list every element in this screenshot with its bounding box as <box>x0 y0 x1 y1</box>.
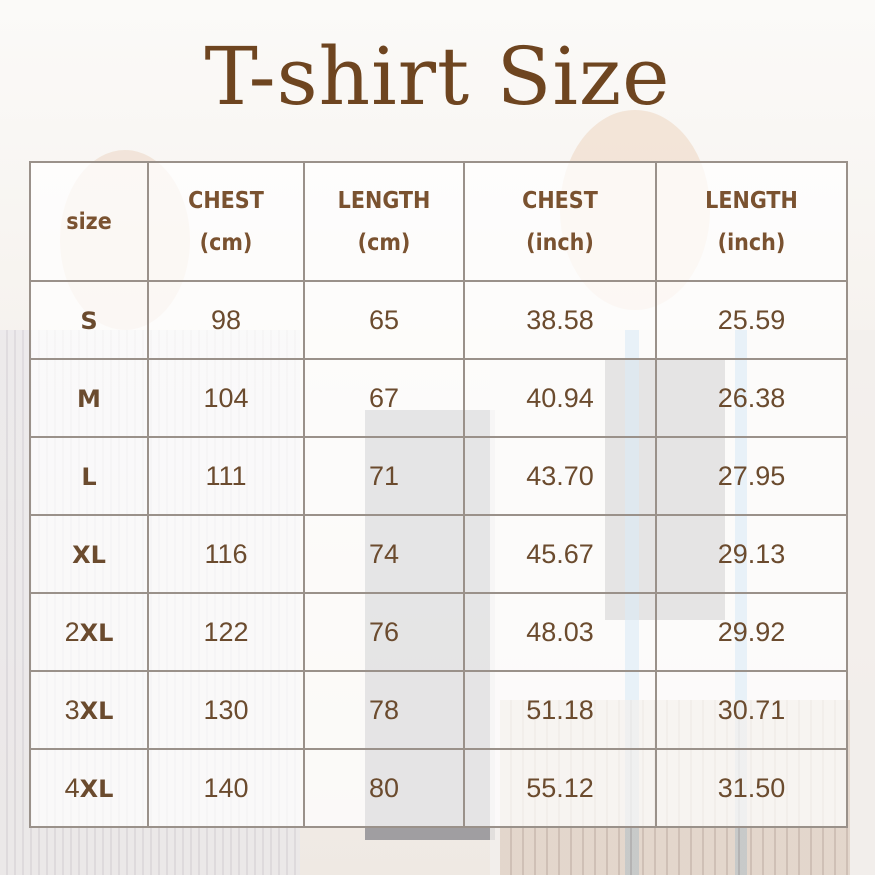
size-cell: L <box>29 436 149 516</box>
chest-cm-cell: 98 <box>147 280 305 360</box>
chest-cm-cell: 111 <box>147 436 305 516</box>
length-cm-cell: 67 <box>303 358 465 438</box>
table-row: M 104 67 40.94 26.38 <box>29 358 848 438</box>
chest-cm-cell: 140 <box>147 748 305 828</box>
chest-in-cell: 38.58 <box>463 280 657 360</box>
length-cm-cell: 76 <box>303 592 465 672</box>
size-label: L <box>81 462 97 491</box>
size-label: XL <box>72 540 106 569</box>
length-in-cell: 29.13 <box>655 514 848 594</box>
chest-in-cell: 43.70 <box>463 436 657 516</box>
header-line1: CHEST <box>188 187 264 214</box>
size-label: XL <box>79 696 114 725</box>
size-cell: S <box>29 280 149 360</box>
column-header: CHEST (inch) <box>463 161 657 282</box>
header-unit: (cm) <box>357 229 411 256</box>
size-cell: M <box>29 358 149 438</box>
length-cm-cell: 80 <box>303 748 465 828</box>
chest-cm-cell: 130 <box>147 670 305 750</box>
table-row: S 98 65 38.58 25.59 <box>29 280 848 360</box>
table-row: XL 116 74 45.67 29.13 <box>29 514 848 594</box>
size-number: 2 <box>64 616 80 647</box>
header-unit: (cm) <box>199 229 253 256</box>
size-label: M <box>77 384 101 413</box>
chest-in-cell: 40.94 <box>463 358 657 438</box>
size-label: S <box>80 306 98 335</box>
length-cm-cell: 74 <box>303 514 465 594</box>
table-row: 2XL 122 76 48.03 29.92 <box>29 592 848 672</box>
chest-in-cell: 45.67 <box>463 514 657 594</box>
header-unit: (inch) <box>526 229 594 256</box>
size-label: XL <box>79 618 114 647</box>
column-header: LENGTH (inch) <box>655 161 848 282</box>
size-label: XL <box>79 774 114 803</box>
header-line1: LENGTH <box>337 187 431 214</box>
length-in-cell: 31.50 <box>655 748 848 828</box>
chest-in-cell: 51.18 <box>463 670 657 750</box>
table-row: 4XL 140 80 55.12 31.50 <box>29 748 848 828</box>
page-title: T-shirt Size <box>204 30 671 123</box>
size-number: 4 <box>64 772 80 803</box>
chest-in-cell: 55.12 <box>463 748 657 828</box>
size-table: size CHEST (cm) LENGTH (cm) CHEST (inch) LENGTH… <box>29 161 848 828</box>
header-unit: (inch) <box>717 229 786 256</box>
size-number: 3 <box>64 694 80 725</box>
table-row: 3XL 130 78 51.18 30.71 <box>29 670 848 750</box>
length-cm-cell: 65 <box>303 280 465 360</box>
length-cm-cell: 78 <box>303 670 465 750</box>
length-in-cell: 27.95 <box>655 436 848 516</box>
header-line1: CHEST <box>522 187 598 214</box>
chest-cm-cell: 116 <box>147 514 305 594</box>
size-cell: 3XL <box>29 670 149 750</box>
header-line1: size <box>66 208 112 235</box>
chest-in-cell: 48.03 <box>463 592 657 672</box>
length-in-cell: 26.38 <box>655 358 848 438</box>
column-header: size <box>29 161 149 282</box>
length-cm-cell: 71 <box>303 436 465 516</box>
header-row: size CHEST (cm) LENGTH (cm) CHEST (inch) LENGTH… <box>29 161 848 282</box>
size-cell: XL <box>29 514 149 594</box>
table-row: L 111 71 43.70 27.95 <box>29 436 848 516</box>
length-in-cell: 25.59 <box>655 280 848 360</box>
size-cell: 4XL <box>29 748 149 828</box>
column-header: CHEST (cm) <box>147 161 305 282</box>
column-header: LENGTH (cm) <box>303 161 465 282</box>
header-line1: LENGTH <box>705 187 798 214</box>
length-in-cell: 30.71 <box>655 670 848 750</box>
chest-cm-cell: 104 <box>147 358 305 438</box>
length-in-cell: 29.92 <box>655 592 848 672</box>
chest-cm-cell: 122 <box>147 592 305 672</box>
size-cell: 2XL <box>29 592 149 672</box>
